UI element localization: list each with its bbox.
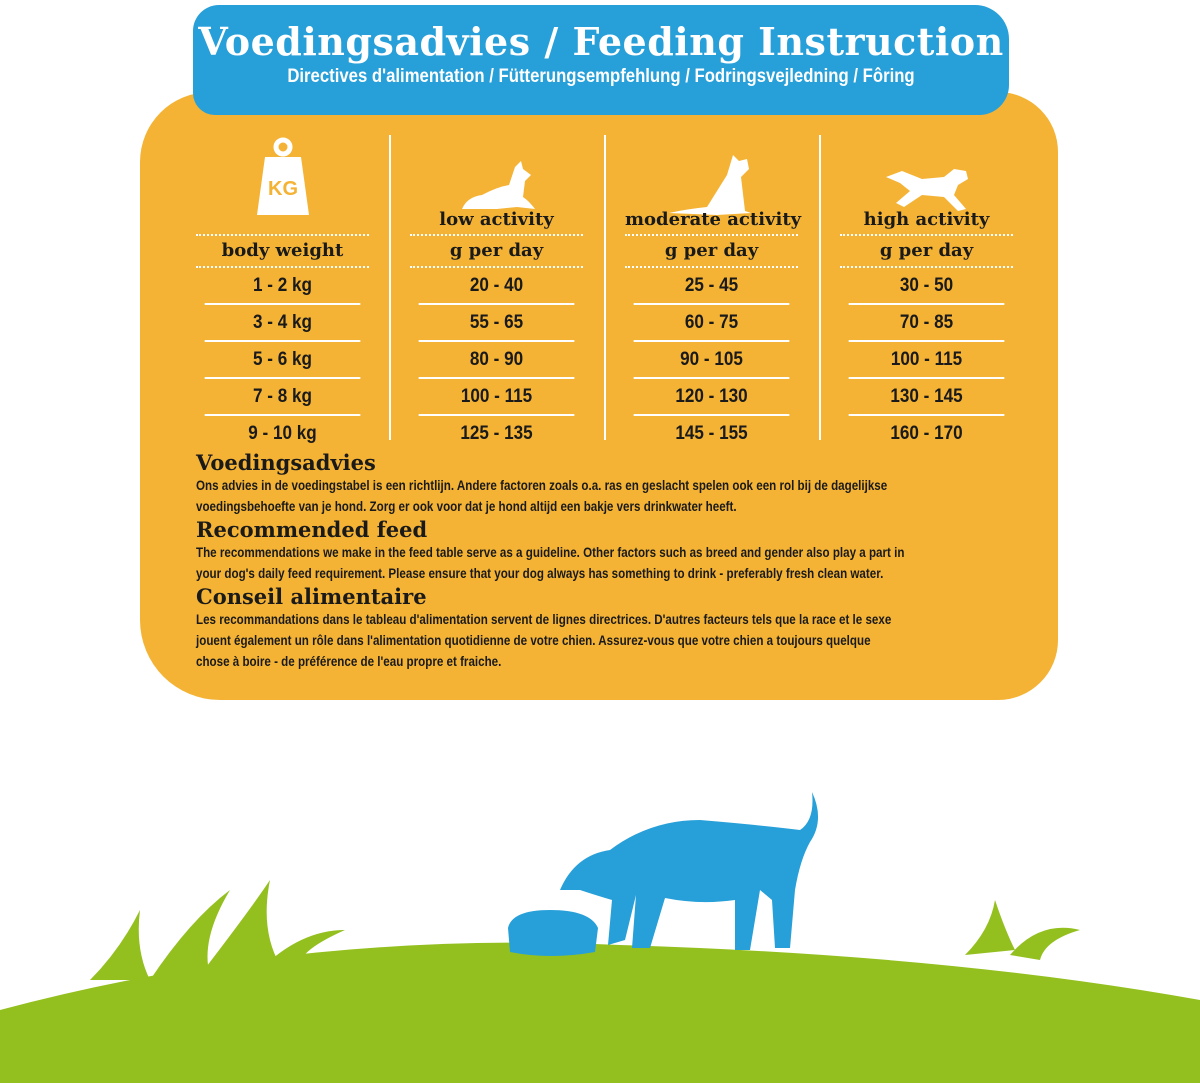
grass-tuft-right xyxy=(965,900,1080,960)
table-cell: 7 - 8 kg xyxy=(204,379,361,416)
table-cell: 120 - 130 xyxy=(633,379,790,416)
grass-tuft-left xyxy=(90,880,345,980)
table-cell: 70 - 85 xyxy=(848,305,1005,342)
note-text: chose à boire - de préférence de l'eau p… xyxy=(196,654,502,669)
page-subtitle: Directives d'alimentation / Fütterungsem… xyxy=(287,66,915,87)
table-cell: 60 - 75 xyxy=(633,305,790,342)
page-title: Voedingsadvies / Feeding Instruction xyxy=(198,19,1004,64)
table-cell: 1 - 2 kg xyxy=(204,268,361,305)
table-cell: 25 - 45 xyxy=(633,268,790,305)
divider xyxy=(819,135,821,440)
food-bowl-icon xyxy=(508,910,598,956)
note-title: Conseil alimentaire xyxy=(196,584,427,609)
table-cell: 30 - 50 xyxy=(848,268,1005,305)
svg-text:KG: KG xyxy=(268,178,298,200)
table-cell: 55 - 65 xyxy=(418,305,575,342)
column-moderate-activity: moderate activity g per day 25 - 45 60 -… xyxy=(625,135,802,451)
column-unit: g per day xyxy=(840,234,1013,268)
table-cell: 100 - 115 xyxy=(848,342,1005,379)
column-low-activity: low activity g per day 20 - 40 55 - 65 8… xyxy=(410,135,583,451)
column-unit: g per day xyxy=(410,234,583,268)
column-unit: body weight xyxy=(196,234,369,268)
table-cell: 160 - 170 xyxy=(890,423,963,444)
note-title: Voedingsadvies xyxy=(196,450,376,475)
table-cell: 130 - 145 xyxy=(848,379,1005,416)
table-cell: 90 - 105 xyxy=(633,342,790,379)
table-cell: 145 - 155 xyxy=(675,423,748,444)
note-text: Ons advies in de voedingstabel is een ri… xyxy=(196,478,888,493)
note-title: Recommended feed xyxy=(196,517,428,542)
note-text: voedingsbehoefte van je hond. Zorg er oo… xyxy=(196,499,737,514)
table-cell: 5 - 6 kg xyxy=(204,342,361,379)
table-cell: 3 - 4 kg xyxy=(204,305,361,342)
note-text: your dog's daily feed requirement. Pleas… xyxy=(196,566,884,581)
notes-section: Voedingsadvies Ons advies in de voedings… xyxy=(196,450,1026,672)
grass-dog-illustration xyxy=(0,792,1200,1083)
grass-hill xyxy=(0,942,1200,1083)
divider xyxy=(389,135,391,440)
column-unit: g per day xyxy=(625,234,798,268)
dog-lying-icon xyxy=(410,135,583,217)
note-text: The recommendations we make in the feed … xyxy=(196,545,905,560)
table-cell: 100 - 115 xyxy=(418,379,575,416)
table-cell: 80 - 90 xyxy=(418,342,575,379)
column-body-weight: KG body weight 1 - 2 kg 3 - 4 kg 5 - 6 k… xyxy=(196,135,369,451)
column-label: moderate activity xyxy=(625,209,802,230)
column-label: high activity xyxy=(863,209,990,230)
column-label: low activity xyxy=(439,209,554,230)
divider xyxy=(604,135,606,440)
dog-eating-icon xyxy=(508,792,819,956)
dog-sitting-icon xyxy=(625,135,798,217)
title-banner: Voedingsadvies / Feeding Instruction Dir… xyxy=(193,5,1009,115)
weight-kg-icon: KG xyxy=(196,135,369,217)
dog-running-icon xyxy=(840,135,1013,217)
table-cell: 9 - 10 kg xyxy=(248,423,317,444)
table-cell: 20 - 40 xyxy=(418,268,575,305)
note-text: jouent également un rôle dans l'alimenta… xyxy=(196,633,871,648)
table-cell: 125 - 135 xyxy=(460,423,533,444)
note-text: Les recommandations dans le tableau d'al… xyxy=(196,612,892,627)
column-high-activity: high activity g per day 30 - 50 70 - 85 … xyxy=(840,135,1013,451)
